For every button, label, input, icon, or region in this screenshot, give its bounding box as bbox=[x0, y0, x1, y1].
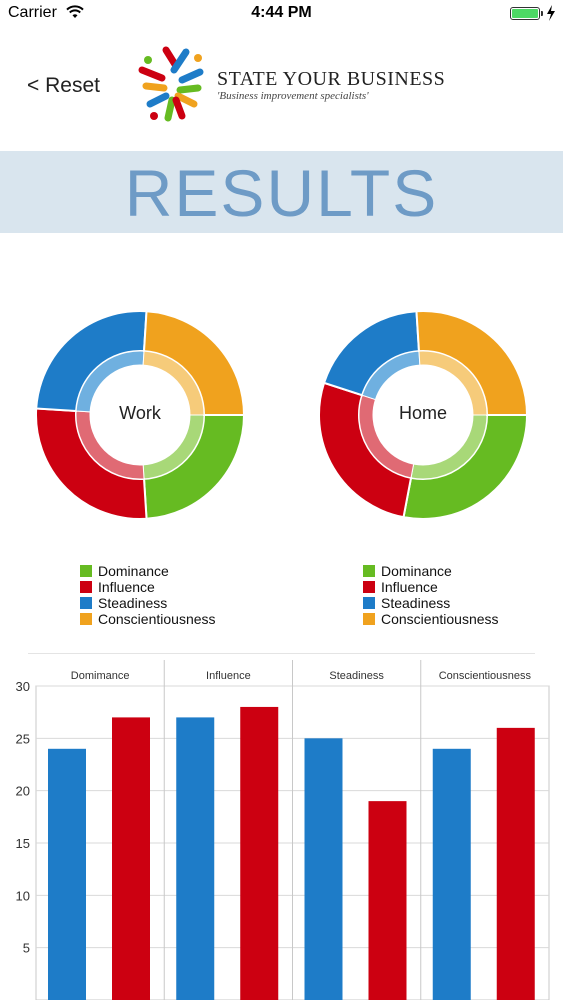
legend-label: Dominance bbox=[381, 563, 452, 579]
results-banner: RESULTS bbox=[0, 151, 563, 233]
bar-steadiness-1 bbox=[304, 738, 343, 1000]
legend-label: Steadiness bbox=[98, 595, 168, 611]
battery-tip bbox=[541, 11, 543, 16]
legend-swatch-steadiness bbox=[363, 597, 375, 609]
legend-swatch-dominance bbox=[80, 565, 92, 577]
bar-influence-1 bbox=[176, 717, 215, 1000]
logo-icon bbox=[138, 46, 204, 122]
legend-swatch-dominance bbox=[363, 565, 375, 577]
home-donut-label: Home bbox=[398, 403, 447, 423]
legend-label: Conscientiousness bbox=[381, 611, 499, 627]
y-tick-label: 20 bbox=[16, 784, 30, 799]
bar-conscientiousness-1 bbox=[432, 748, 471, 1000]
legend-label: Influence bbox=[381, 579, 438, 595]
legend-label: Steadiness bbox=[381, 595, 451, 611]
donut-hole bbox=[373, 365, 473, 465]
carrier-label: Carrier bbox=[8, 4, 57, 21]
brand-tagline: 'Business improvement specialists' bbox=[217, 90, 369, 102]
category-label: Conscientiousness bbox=[439, 670, 532, 682]
work-donut: Work bbox=[35, 310, 246, 525]
y-tick-label: 25 bbox=[16, 731, 30, 746]
bar-domimance-1 bbox=[48, 748, 86, 1000]
y-tick-label: 30 bbox=[16, 679, 30, 694]
brand-title: STATE YOUR BUSINESS bbox=[217, 68, 446, 90]
clock: 4:44 PM bbox=[251, 4, 312, 21]
legend-swatch-conscientiousness bbox=[363, 613, 375, 625]
legend-swatch-influence bbox=[363, 581, 375, 593]
comparison-bar-chart: 5 10 15 20 25 30 Domimance Influence Steadiness C… bbox=[16, 660, 550, 1000]
y-tick-label: 5 bbox=[23, 941, 30, 956]
battery-icon bbox=[510, 7, 540, 20]
nav-bar: < Reset STATE YOUR BUSINESS 'Business im… bbox=[0, 36, 563, 146]
legend-label: Influence bbox=[98, 579, 155, 595]
legend-swatch-conscientiousness bbox=[80, 613, 92, 625]
legend-swatch-steadiness bbox=[80, 597, 92, 609]
y-tick-label: 10 bbox=[16, 888, 30, 903]
reset-button[interactable]: < Reset bbox=[27, 74, 100, 97]
home-donut-svg bbox=[318, 310, 529, 520]
category-label: Influence bbox=[206, 670, 251, 682]
bar-influence-2 bbox=[240, 706, 279, 1000]
legend-label: Conscientiousness bbox=[98, 611, 216, 627]
wifi-icon bbox=[66, 5, 84, 18]
status-bar: Carrier 4:44 PM bbox=[0, 0, 563, 30]
bar-domimance-2 bbox=[112, 717, 150, 1000]
divider bbox=[28, 653, 535, 654]
bar-conscientiousness-2 bbox=[496, 727, 535, 1000]
work-donut-label: Work bbox=[119, 403, 161, 423]
bar-steadiness-2 bbox=[368, 801, 407, 1000]
category-label: Steadiness bbox=[329, 670, 384, 682]
charging-icon bbox=[547, 5, 555, 21]
work-donut-svg bbox=[35, 310, 246, 520]
page-title: RESULTS bbox=[124, 156, 439, 230]
legend-label: Dominance bbox=[98, 563, 169, 579]
home-donut: Home bbox=[318, 310, 529, 525]
donut-hole bbox=[90, 365, 190, 465]
y-tick-label: 15 bbox=[16, 836, 30, 851]
category-label: Domimance bbox=[71, 670, 130, 682]
legend-swatch-influence bbox=[80, 581, 92, 593]
